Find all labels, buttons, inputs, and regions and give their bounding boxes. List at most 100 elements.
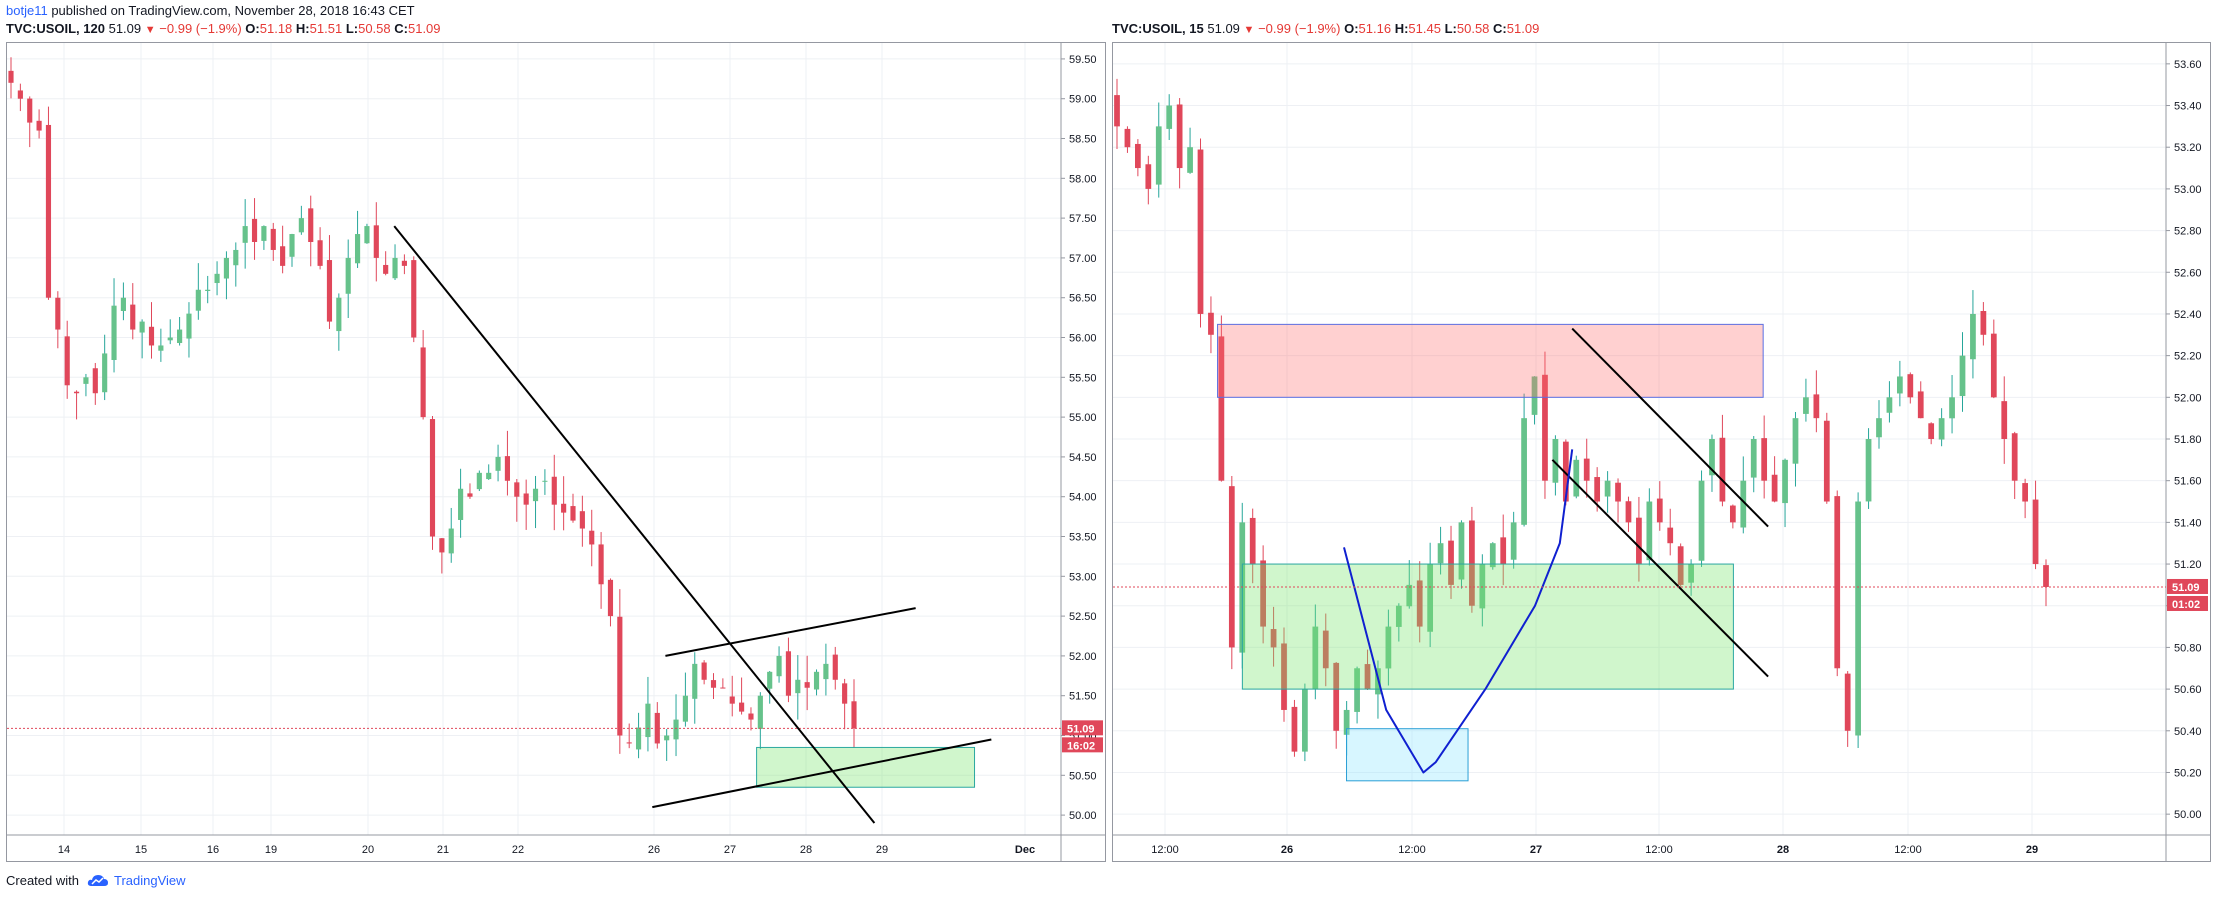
candle-body	[1333, 662, 1340, 731]
candle-body	[739, 702, 745, 712]
candle-body	[1521, 418, 1527, 525]
candle-body	[1938, 418, 1945, 440]
candle-body	[1385, 626, 1392, 669]
candle-body	[1187, 147, 1193, 173]
candle-body	[429, 419, 436, 537]
symbol-label: TVC:USOIL, 120	[6, 21, 105, 36]
candle-body	[1312, 626, 1319, 690]
candle-body	[1395, 605, 1402, 627]
y-tick-label: 51.20	[2174, 559, 2202, 571]
candle-body	[1771, 474, 1778, 502]
price-tag-bg	[1062, 720, 1103, 736]
candle-body	[1510, 522, 1517, 560]
candle-body	[476, 472, 482, 490]
candle-body	[607, 579, 614, 617]
candle-body	[1458, 522, 1465, 580]
current-price-label: 51.09	[2172, 582, 2200, 594]
y-tick-label: 59.50	[1069, 54, 1097, 66]
lower-line	[1551, 459, 1769, 678]
candle-body	[308, 208, 314, 242]
high-value: 51.45	[1408, 21, 1441, 36]
tradingview-link[interactable]: TradingView	[113, 873, 186, 888]
y-tick-label: 53.20	[2174, 142, 2202, 154]
close-label: C:	[394, 21, 408, 36]
candle-body	[45, 124, 52, 298]
y-tick-label: 58.00	[1069, 173, 1097, 185]
chart-header-left: TVC:USOIL, 120 51.09 ▼ −0.99 (−1.9%) O:5…	[6, 21, 441, 36]
candle-body	[92, 368, 98, 394]
candle-body	[1980, 311, 1987, 335]
y-tick-label: 55.50	[1069, 372, 1097, 384]
x-tick-label: 26	[648, 844, 660, 856]
candle-body	[158, 345, 164, 351]
candle-body	[261, 226, 267, 241]
candle-body	[383, 264, 389, 274]
candle-body	[542, 480, 548, 482]
candle-body	[1876, 418, 1882, 438]
candle-body	[626, 742, 632, 744]
price-tag-bg	[2167, 578, 2208, 594]
candle-body	[1803, 397, 1809, 414]
price-chart-120[interactable]: 59.50 59.00 58.50 58.00 57.50 57.00 56.50 56.00…	[7, 43, 1105, 861]
candle-body	[1667, 527, 1674, 544]
candle-body	[1562, 441, 1569, 502]
y-tick-label: 54.50	[1069, 452, 1097, 464]
candle-body	[1354, 668, 1360, 712]
candle-body	[1917, 391, 1924, 419]
author-link[interactable]: botje11	[6, 3, 48, 18]
candle-body	[1761, 438, 1768, 481]
candle-body	[448, 528, 454, 554]
support-box	[756, 746, 976, 788]
candle-body	[1855, 501, 1861, 736]
candle-body	[842, 683, 848, 704]
candle-body	[167, 337, 173, 341]
candle-body	[1834, 496, 1841, 669]
candle-body	[1959, 355, 1966, 397]
candle-body	[561, 503, 567, 513]
candle-body	[130, 304, 136, 330]
candle-body	[514, 482, 520, 497]
price-chart-15[interactable]: 53.60 53.40 53.20 53.00 52.80 52.60 52.40 52.20…	[1113, 43, 2210, 861]
chart-header-right: TVC:USOIL, 15 51.09 ▼ −0.99 (−1.9%) O:51…	[1112, 21, 1539, 36]
y-tick-label: 50.60	[2174, 684, 2202, 696]
candle-body	[1228, 486, 1235, 648]
x-tick-label: 12:00	[1894, 844, 1922, 856]
close-label: C:	[1493, 21, 1507, 36]
tradingview-brand[interactable]: TradingView	[87, 873, 186, 888]
y-tick-label: 55.00	[1069, 412, 1097, 424]
candle-body	[27, 98, 33, 123]
x-tick-label: 16	[207, 844, 219, 856]
close-value: 51.09	[407, 21, 441, 36]
candle-body	[495, 456, 501, 471]
candle-body	[1448, 540, 1454, 585]
chart-panel-right[interactable]: 53.60 53.40 53.20 53.00 52.80 52.60 52.40 52.20…	[1112, 42, 2211, 862]
candle-body	[1489, 543, 1496, 568]
candle-body	[486, 472, 492, 480]
candle-body	[598, 544, 604, 585]
upper-channel-line	[665, 607, 916, 657]
candle-body	[2011, 433, 2018, 481]
candle-body	[692, 663, 698, 699]
low-value: 50.58	[358, 21, 391, 36]
candle-body	[1750, 439, 1757, 478]
candle-body	[757, 695, 763, 729]
down-arrow-icon: ▼	[1243, 24, 1255, 36]
y-tick-label: 57.50	[1069, 213, 1097, 225]
x-tick-label: 21	[437, 844, 449, 856]
lower-channel-line	[652, 738, 992, 809]
candle-body	[1552, 439, 1559, 483]
candle-body	[1583, 458, 1590, 481]
x-tick-label: 26	[1281, 844, 1293, 856]
candle-body	[523, 493, 529, 505]
candle-body	[1166, 105, 1173, 129]
candle-body	[1615, 482, 1621, 502]
candle-body	[2043, 565, 2049, 587]
countdown-label: 16:02	[1067, 740, 1095, 752]
candle-body	[1844, 673, 1851, 731]
footer: Created with TradingView	[6, 873, 186, 888]
candle-body	[242, 226, 248, 243]
candle-body	[785, 651, 792, 696]
open-value: 51.16	[1358, 21, 1392, 36]
chart-panel-left[interactable]: 59.50 59.00 58.50 58.00 57.50 57.00 56.50 56.00…	[6, 42, 1106, 862]
candle-body	[682, 695, 688, 722]
